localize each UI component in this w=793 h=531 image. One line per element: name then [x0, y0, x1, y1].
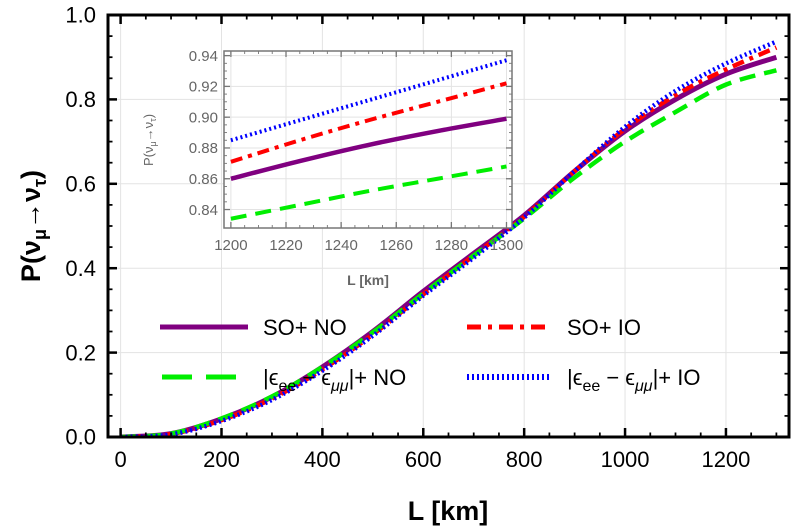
x-tick-label: 400 [304, 447, 341, 472]
legend-label-so-io: SO+ IO [567, 315, 641, 340]
y-tick-label: 0.88 [189, 140, 218, 157]
legend-label-nsi-io: |ϵee − ϵμμ|+ IO [567, 365, 700, 395]
x-tick-label: 600 [405, 447, 442, 472]
y-tick-label: 0.4 [65, 256, 96, 281]
inset-x-axis-label: L [km] [347, 272, 389, 288]
y-tick-label: 0.0 [65, 425, 96, 450]
x-axis-label: L [km] [408, 496, 489, 526]
legend-label-so-no: SO+ NO [263, 315, 347, 340]
legend: SO+ NO SO+ IO |ϵee − ϵμμ|+ NO |ϵee − ϵμμ… [160, 315, 700, 395]
y-tick-label: 0.92 [189, 79, 218, 96]
y-tick-label: 0.94 [189, 48, 218, 65]
main-tick-labels: 0 200 400 600 800 1000 1200 0.0 0.2 0.4 0.6 0.8 1.0 [65, 3, 750, 472]
inset-y-axis-label: P(νμ→ντ) [141, 114, 158, 166]
y-tick-label: 0.84 [189, 202, 218, 219]
x-tick-label: 0 [114, 447, 126, 472]
inset-tick-labels: 1200 1220 1240 1260 1280 1300 0.84 0.86 0.88 0.90… [189, 48, 523, 254]
x-tick-label: 800 [506, 447, 543, 472]
y-tick-label: 0.90 [189, 109, 218, 126]
series-line-ee-io [120, 39, 778, 437]
main-curves [120, 39, 778, 437]
x-tick-label: 1200 [214, 237, 247, 254]
legend-label-nsi-no: |ϵee − ϵμμ|+ NO [263, 365, 406, 395]
y-tick-label: 0.86 [189, 171, 218, 188]
inset-grid [224, 51, 512, 228]
series-line-dashed-3 [230, 164, 507, 221]
x-tick-label: 1000 [601, 447, 650, 472]
y-tick-label: 0.8 [65, 87, 96, 112]
inset-frame [223, 50, 513, 229]
y-tick-label: 0.2 [65, 340, 96, 365]
inset-chart: 1200 1220 1240 1260 1280 1300 0.84 0.86 0.88 0.90… [141, 48, 523, 288]
x-tick-label: 1220 [269, 237, 302, 254]
x-tick-label: 1260 [380, 237, 413, 254]
inset-curves [230, 58, 508, 221]
y-tick-label: 1.0 [65, 3, 96, 28]
main-frame [106, 13, 791, 439]
x-tick-label: 200 [203, 447, 240, 472]
y-tick-label: 0.6 [65, 172, 96, 197]
x-tick-label: 1280 [435, 237, 468, 254]
series-line-solid-0 [230, 116, 507, 181]
x-tick-label: 1200 [701, 447, 750, 472]
plot-frame [223, 50, 513, 229]
inset-background [224, 51, 512, 228]
series-line-so-io [120, 45, 778, 437]
series-line-dash-dot-1 [230, 81, 508, 164]
x-tick-label: 1240 [324, 237, 357, 254]
plot-frame [106, 13, 791, 439]
y-axis-label: P(νμ→ντ) [16, 170, 50, 282]
x-tick-label: 1300 [490, 237, 523, 254]
series-line-ee-no [120, 68, 778, 437]
